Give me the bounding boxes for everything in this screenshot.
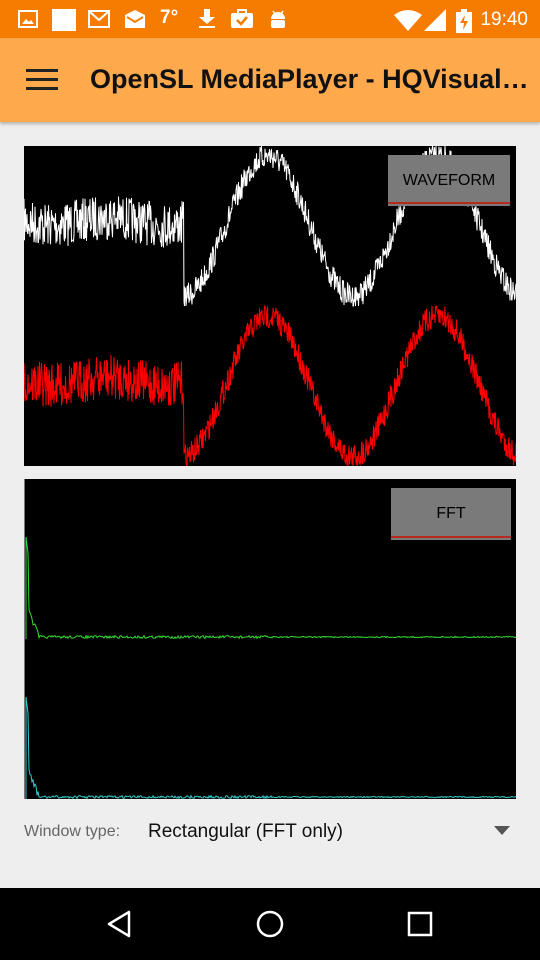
fft-button-label: FFT	[436, 505, 466, 522]
waveform-visualizer: WAVEFORM	[24, 146, 516, 466]
blank-notification-icon	[52, 9, 76, 31]
wifi-icon	[394, 10, 422, 31]
weather-temperature: 7°	[160, 7, 179, 28]
download-icon	[199, 9, 215, 28]
signal-icon	[424, 9, 446, 31]
back-icon[interactable]	[104, 908, 136, 940]
menu-icon[interactable]	[26, 69, 58, 91]
battery-charging-icon	[456, 9, 472, 33]
window-type-value: Rectangular (FFT only)	[148, 821, 343, 842]
button-underline	[388, 202, 510, 204]
app-bar: OpenSL MediaPlayer - HQVisualizer	[0, 38, 540, 122]
home-icon[interactable]	[254, 908, 286, 940]
navigation-bar	[0, 888, 540, 960]
fft-visualizer: FFT	[24, 479, 516, 799]
recents-icon[interactable]	[404, 908, 436, 940]
status-bar: 7° 19:40	[0, 0, 540, 38]
clock: 19:40	[480, 9, 528, 30]
fft-plot	[25, 536, 516, 799]
button-underline	[391, 536, 511, 538]
window-type-row: Window type: Rectangular (FFT only)	[24, 812, 516, 852]
waveform-toggle-button[interactable]: WAVEFORM	[388, 155, 510, 206]
fft-left-channel	[25, 536, 516, 640]
app-title: OpenSL MediaPlayer - HQVisualizer	[90, 64, 530, 94]
gmail-icon	[88, 10, 110, 28]
waveform-right-channel	[24, 305, 516, 466]
window-type-label: Window type:	[24, 823, 121, 840]
fft-right-channel	[25, 696, 516, 799]
image-icon	[18, 10, 38, 28]
dropdown-arrow-icon	[494, 826, 510, 835]
android-icon	[271, 10, 285, 28]
fft-toggle-button[interactable]: FFT	[391, 488, 511, 540]
briefcase-check-icon	[231, 9, 253, 28]
waveform-button-label: WAVEFORM	[402, 172, 496, 189]
mail-icon	[125, 10, 145, 28]
window-type-spinner[interactable]: Rectangular (FFT only)	[148, 812, 518, 852]
